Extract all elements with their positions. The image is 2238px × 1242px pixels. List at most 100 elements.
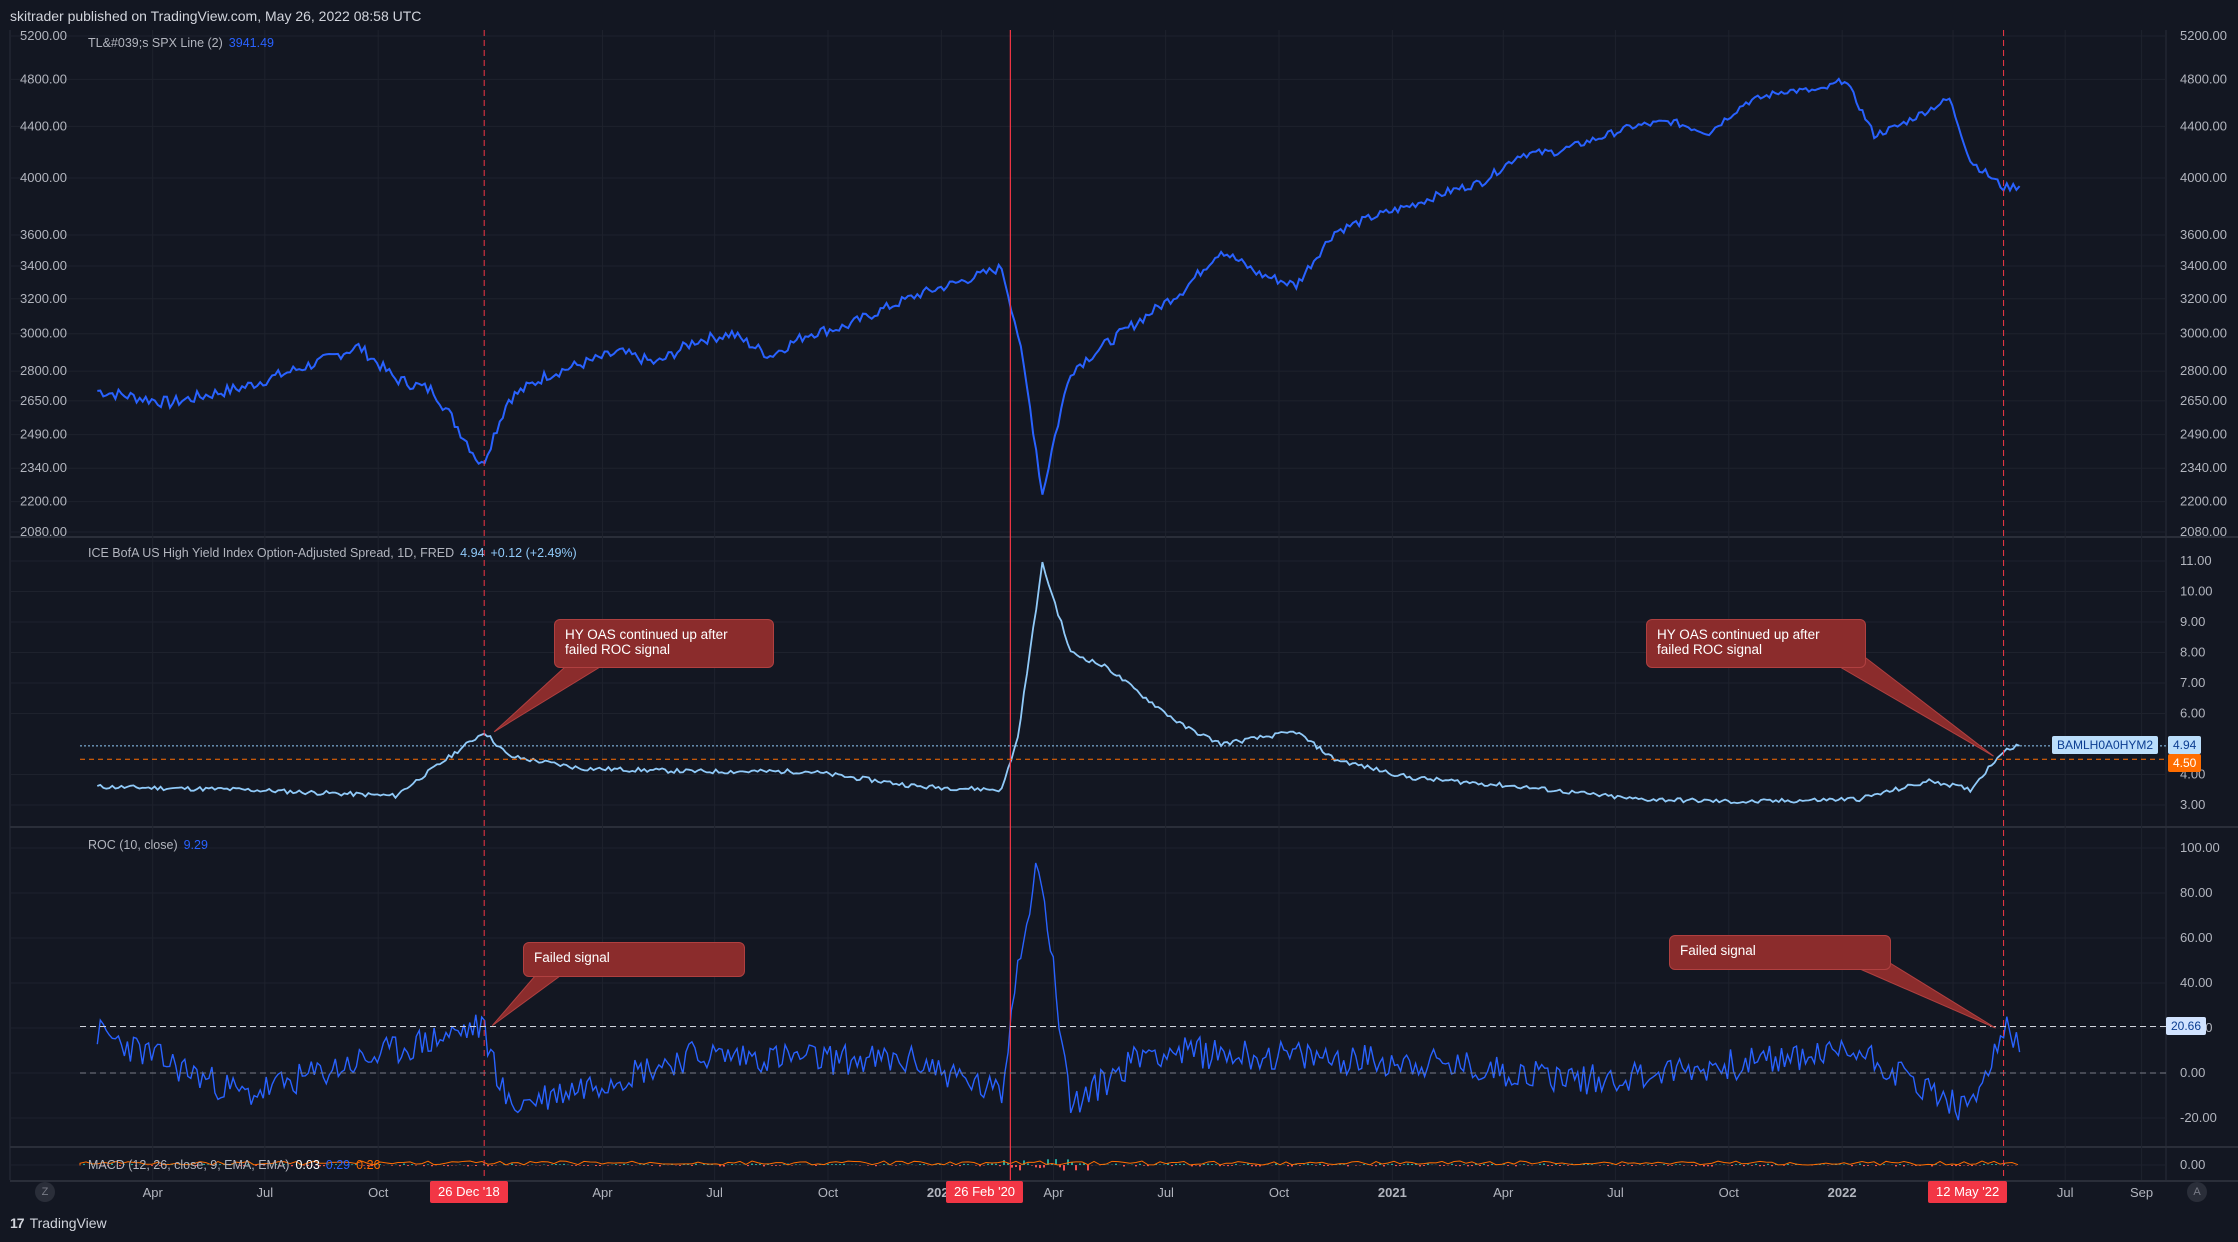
spx-tick-label: 2490.00 [2180,427,2227,442]
published-text: skitrader published on TradingView.com, … [10,8,422,24]
spx-legend: TL&#039;s SPX Line (2) 3941.49 [88,36,274,50]
spx-legend-value: 3941.49 [228,36,274,50]
spx-left-tick-label: 4000.00 [20,170,67,185]
spx-tick-label: 3400.00 [2180,258,2227,273]
x-tick-label: Oct [818,1185,839,1200]
roc-legend-value: 9.29 [183,838,208,852]
hy-tick-label: 10.00 [2180,584,2213,599]
spx-tick-label: 2340.00 [2180,460,2227,475]
spx-tick-label: 5200.00 [2180,30,2227,43]
x-tick-label: Jul [706,1185,723,1200]
x-tick-label: 2022 [1828,1185,1857,1200]
footer-bar: 17 TradingView [0,1206,2238,1242]
x-tick-label: Apr [1493,1185,1514,1200]
spx-left-tick-label: 2080.00 [20,524,67,539]
hy-level-label: 4.50 [2168,754,2202,772]
spx-left-tick-label: 2490.00 [20,427,67,442]
spx-left-tick-label: 2800.00 [20,363,67,378]
callout-hy-2022: HY OAS continued up after failed ROC sig… [1646,619,1866,668]
roc-level-label: 20.66 [2166,1017,2207,1035]
spx-left-tick-label: 2650.00 [20,393,67,408]
x-tick-label: Sep [2130,1185,2153,1200]
roc-tick-label: 100.00 [2180,840,2220,855]
x-tick-label: Apr [1043,1185,1064,1200]
x-tick-label: Jul [2057,1185,2074,1200]
roc-legend: ROC (10, close) 9.29 [88,838,208,852]
hy-tick-label: 3.00 [2180,797,2205,812]
callout-pointer-hy-2018 [493,666,602,733]
tradingview-brand: 17 TradingView [10,1215,107,1231]
callout-pointer-hy-2022 [1838,657,1994,757]
macd-legend-v1: 0.03 [295,1158,320,1172]
x-tick-label: Apr [592,1185,613,1200]
x-tick-label: Jul [257,1185,274,1200]
roc-tick-label: 80.00 [2180,885,2213,900]
spx-left-tick-label: 3400.00 [20,258,67,273]
spx-left-tick-label: 3600.00 [20,227,67,242]
hy-legend: ICE BofA US High Yield Index Option-Adju… [88,546,577,560]
date-marker-2018: 26 Dec '18 [430,1181,508,1203]
macd-legend: MACD (12, 26, close, 9, EMA, EMA) 0.03 0.2… [88,1158,380,1172]
spx-legend-title: TL&#039;s SPX Line (2) [88,36,223,50]
chart-canvas: 5200.00 4800.00 4400.00 4000.00 3600.00 3400.… [9,30,2238,1200]
auto-scale-button[interactable]: A [2187,1182,2207,1202]
roc-tick-label: -20.00 [2180,1110,2217,1125]
spx-tick-label: 3000.00 [2180,326,2227,341]
macd-legend-title: MACD (12, 26, close, 9, EMA, EMA) [88,1158,290,1172]
callout-hy-2018: HY OAS continued up after failed ROC sig… [554,619,774,668]
spx-tick-label: 4000.00 [2180,170,2227,185]
spx-left-tick-label: 3000.00 [20,326,67,341]
x-tick-label: Oct [1719,1185,1740,1200]
callout-pointer-roc-2022 [1858,962,1996,1029]
hy-last-price-label: 4.94 [2168,736,2202,754]
hy-tick-label: 11.00 [2180,553,2212,568]
spx-tick-label: 4800.00 [2180,71,2227,86]
roc-tick-label: 60.00 [2180,930,2213,945]
spx-left-tick-label: 4400.00 [20,118,67,133]
spx-left-tick-label: 2340.00 [20,460,67,475]
x-tick-label: Apr [143,1185,164,1200]
spx-left-tick-label: 4800.00 [20,71,67,86]
hy-legend-change: +0.12 (+2.49%) [490,546,577,560]
spx-left-tick-label: 5200.00 [20,30,67,43]
spx-tick-label: 2080.00 [2180,524,2227,539]
callout-roc-2022: Failed signal [1669,935,1891,970]
x-tick-label: 2021 [1378,1185,1407,1200]
macd-tick-label: 0.00 [2180,1157,2205,1172]
macd-legend-v2: 0.29 [325,1158,351,1172]
x-tick-label: Jul [1607,1185,1624,1200]
spx-left-tick-label: 3200.00 [20,291,67,306]
spx-tick-label: 2800.00 [2180,363,2227,378]
x-tick-label: Jul [1157,1185,1174,1200]
spx-left-tick-label: 2200.00 [20,494,67,509]
x-tick-label: Oct [1269,1185,1290,1200]
roc-legend-title: ROC (10, close) [88,838,178,852]
header-bar: skitrader published on TradingView.com, … [0,0,2238,30]
date-marker-2020: 26 Feb '20 [946,1181,1024,1203]
spx-tick-label: 4400.00 [2180,118,2227,133]
zoom-button[interactable]: Z [35,1182,55,1202]
macd-signal-line [79,1160,2019,1166]
spx-tick-label: 3600.00 [2180,227,2227,242]
roc-series-line [96,862,2021,1121]
x-tick-label: Oct [368,1185,389,1200]
spx-tick-label: 2650.00 [2180,393,2227,408]
date-marker-2022: 12 May '22 [1928,1181,2008,1203]
hy-tick-label: 6.00 [2180,706,2205,721]
hy-ticker-label: BAMLH0A0HYM2 [2052,736,2159,754]
hy-tick-label: 8.00 [2180,645,2205,660]
spx-tick-label: 2200.00 [2180,494,2227,509]
callout-roc-2018: Failed signal [523,942,745,977]
spx-tick-label: 3200.00 [2180,291,2227,306]
roc-tick-label: 0.00 [2180,1065,2205,1080]
roc-tick-label: 40.00 [2180,975,2213,990]
brand-text: TradingView [29,1215,107,1231]
hy-legend-title: ICE BofA US High Yield Index Option-Adju… [88,546,455,560]
hy-tick-label: 7.00 [2180,675,2205,690]
hy-series-line [96,561,2020,805]
tradingview-logo-icon: 17 [10,1215,25,1231]
macd-legend-v3: 0.26 [356,1158,381,1172]
hy-tick-label: 9.00 [2180,614,2205,629]
spx-series-line [97,77,2021,495]
hy-legend-value: 4.94 [460,546,485,560]
